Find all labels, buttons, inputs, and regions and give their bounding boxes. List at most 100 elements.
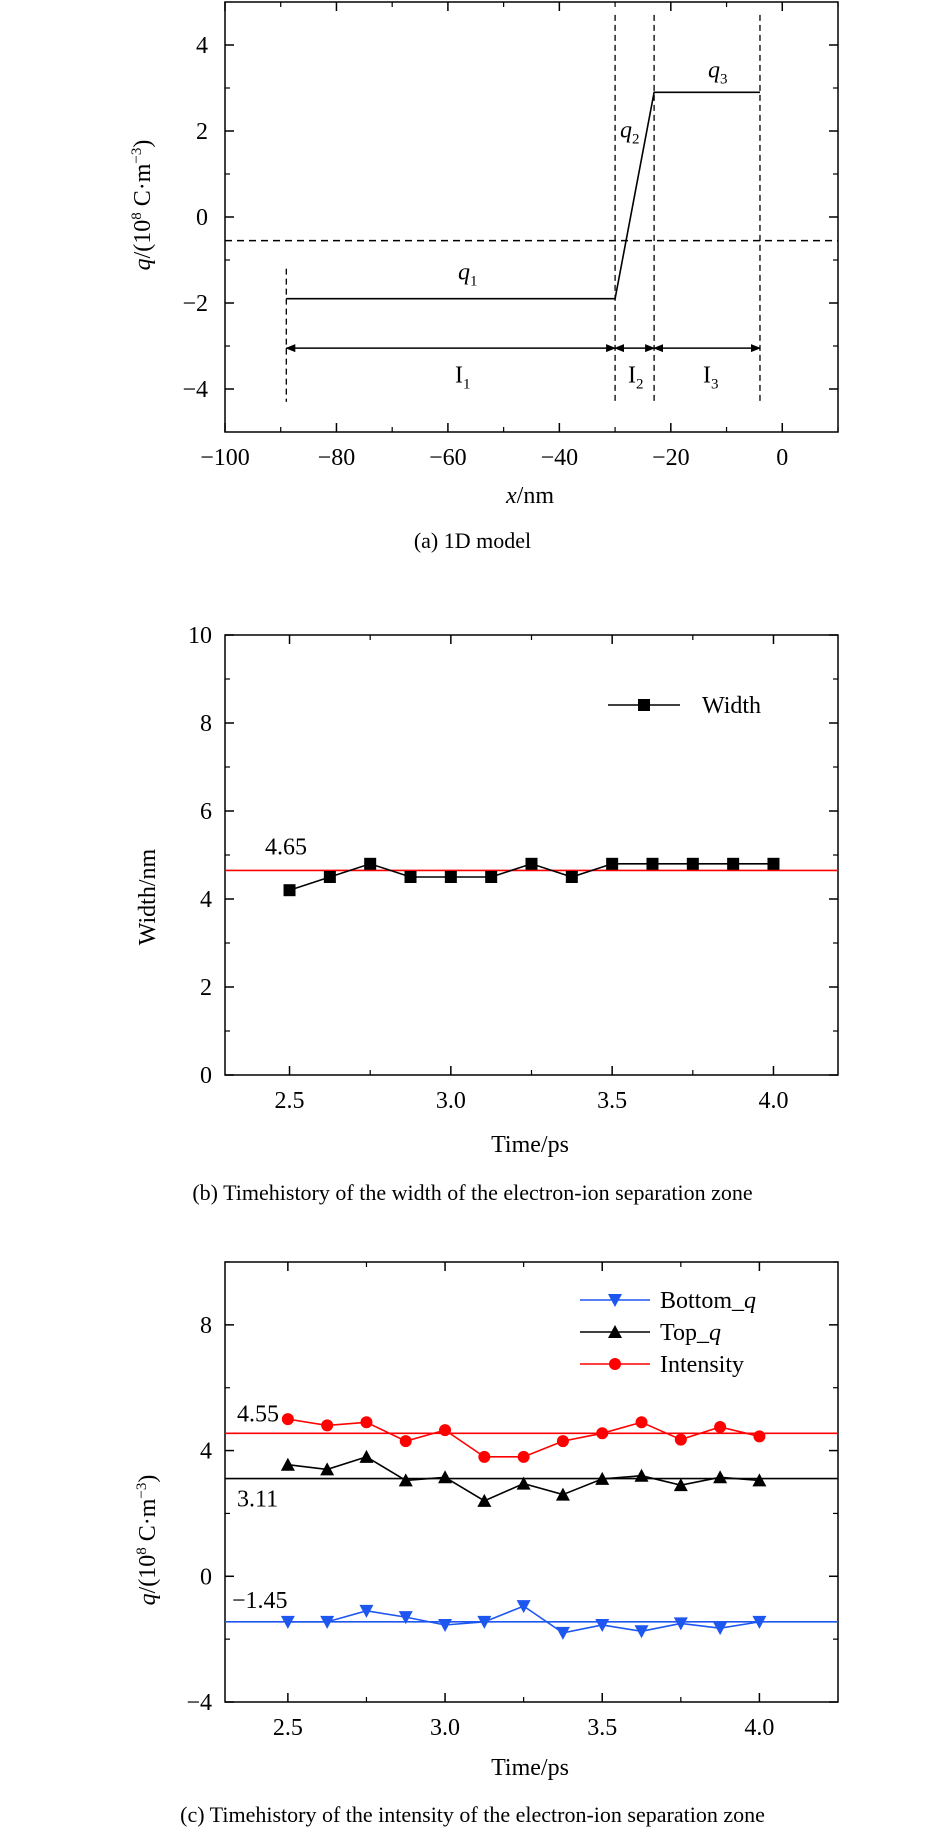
top-q-series-point bbox=[713, 1470, 728, 1484]
bottom-q-series-point bbox=[713, 1622, 728, 1636]
top-q-series-point bbox=[516, 1476, 531, 1490]
intensity-series-point bbox=[714, 1421, 727, 1433]
y-tick-label: 6 bbox=[200, 799, 212, 825]
y-axis-title: Width/nm bbox=[135, 848, 161, 945]
top-q-series-point bbox=[320, 1462, 335, 1476]
caption-b: (b) Timehistory of the width of the elec… bbox=[192, 1180, 753, 1205]
region-label-I1: I1 bbox=[455, 363, 471, 393]
chart-c: 2.5 3.0 3.5 4.0 −4 0 4 8 4.55 3.11 −1.45 Bottom_q To… bbox=[134, 1261, 839, 1781]
bottom-q-series-point bbox=[595, 1619, 610, 1632]
y-tick-label: 8 bbox=[200, 711, 212, 737]
width-series-point bbox=[364, 857, 377, 870]
legend-marker-top-q bbox=[608, 1325, 622, 1338]
top-q-series-point bbox=[398, 1473, 413, 1487]
top-q-series-point bbox=[634, 1468, 649, 1482]
segment-label-q2: q2 bbox=[620, 117, 640, 147]
y-tick-label: 0 bbox=[200, 1564, 212, 1590]
mean-label-width: 4.65 bbox=[265, 834, 307, 860]
intensity-series-point bbox=[281, 1413, 294, 1426]
intensity-series-point bbox=[478, 1450, 491, 1463]
x-axis-title: Time/ps bbox=[491, 1132, 569, 1158]
top-q-series-point bbox=[477, 1493, 492, 1507]
intensity-series-point bbox=[674, 1433, 687, 1446]
intensity-series-point bbox=[517, 1450, 530, 1463]
width-series-point bbox=[283, 884, 296, 897]
top-q-series-point bbox=[280, 1457, 295, 1471]
x-tick-label: −20 bbox=[652, 445, 690, 471]
intensity-series-point bbox=[360, 1416, 373, 1429]
y-tick-label: 2 bbox=[200, 975, 212, 1001]
bottom-q-series-point bbox=[673, 1617, 688, 1631]
bottom-q-series-point bbox=[555, 1626, 570, 1640]
x-tick-label: 4.0 bbox=[744, 1715, 774, 1741]
top-q-series-point bbox=[438, 1470, 453, 1484]
plot-frame bbox=[224, 1261, 839, 1703]
legend-marker-width bbox=[638, 699, 650, 711]
legend-label-bottom-q: Bottom_q bbox=[660, 1288, 756, 1314]
width-series-point bbox=[767, 857, 780, 870]
chart-a: −100 −80 −60 −40 −20 0 4 2 0 −2 −4 q1 q2 q3 I1 I2 I3 x/n… bbox=[129, 1, 839, 509]
mean-label-bottom-q: −1.45 bbox=[232, 1588, 288, 1614]
top-q-series-point bbox=[673, 1478, 688, 1492]
y-axis-title: q/(108 C·m−3) bbox=[129, 140, 156, 271]
width-series-point bbox=[727, 857, 740, 870]
x-tick-label: 3.0 bbox=[436, 1088, 466, 1114]
intensity-series-point bbox=[439, 1424, 452, 1437]
intensity-series-point bbox=[556, 1435, 569, 1448]
y-tick-label: 0 bbox=[196, 205, 208, 231]
legend-label-width: Width bbox=[702, 693, 761, 719]
width-series-point bbox=[525, 857, 538, 870]
x-axis-title: Time/ps bbox=[491, 1755, 569, 1781]
width-series-point bbox=[404, 871, 417, 883]
width-series-point bbox=[646, 857, 659, 870]
x-tick-label: 4.0 bbox=[758, 1088, 788, 1114]
mean-label-top-q: 3.11 bbox=[237, 1487, 278, 1513]
x-tick-label: 3.5 bbox=[597, 1088, 627, 1114]
legend-label-top-q: Top_q bbox=[660, 1320, 721, 1346]
x-tick-label: 0 bbox=[776, 445, 788, 471]
charge-profile-line bbox=[286, 91, 760, 300]
y-tick-label: 10 bbox=[188, 623, 212, 649]
y-tick-label: 2 bbox=[196, 119, 208, 145]
width-series-point bbox=[323, 871, 336, 883]
y-tick-label: 4 bbox=[196, 33, 208, 59]
bottom-q-series-point bbox=[320, 1615, 335, 1629]
width-series-point bbox=[686, 857, 699, 870]
bottom-q-series-point bbox=[280, 1615, 295, 1629]
top-q-series-point bbox=[752, 1473, 767, 1487]
x-axis-title: x/nm bbox=[505, 483, 554, 509]
x-tick-label: −100 bbox=[200, 445, 250, 471]
segment-label-q1: q1 bbox=[458, 259, 478, 289]
panel-a-1d-model: −100 −80 −60 −40 −20 0 4 2 0 −2 −4 q1 q2 q3 I1 I2 I3 x/n… bbox=[0, 0, 945, 580]
y-tick-label: 4 bbox=[200, 1439, 212, 1465]
width-series-point bbox=[444, 871, 457, 883]
bottom-q-series-point bbox=[398, 1611, 413, 1625]
bottom-q-series-point bbox=[634, 1625, 649, 1639]
panel-b-width: 2.5 3.0 3.5 4.0 0 2 4 6 8 10 4.65 Width Time/ps Wid… bbox=[0, 580, 945, 1220]
top-q-series-point bbox=[359, 1449, 374, 1463]
bottom-q-series-point bbox=[752, 1615, 767, 1629]
legend-marker-intensity bbox=[609, 1358, 621, 1370]
legend-marker-bottom-q bbox=[608, 1294, 622, 1307]
region-label-I3: I3 bbox=[703, 363, 719, 393]
x-tick-label: −60 bbox=[429, 445, 467, 471]
x-tick-label: 3.0 bbox=[430, 1715, 460, 1741]
plot-frame bbox=[224, 1, 839, 433]
caption-c: (c) Timehistory of the intensity of the … bbox=[180, 1802, 765, 1827]
panel-c-intensity: 2.5 3.0 3.5 4.0 −4 0 4 8 4.55 3.11 −1.45 Bottom_q To… bbox=[0, 1220, 945, 1837]
y-tick-label: 8 bbox=[200, 1313, 212, 1339]
bottom-q-series-point bbox=[516, 1600, 531, 1614]
y-tick-label: −2 bbox=[182, 291, 208, 317]
segment-label-q3: q3 bbox=[708, 57, 728, 87]
x-tick-label: −80 bbox=[318, 445, 356, 471]
bottom-q-series-point bbox=[359, 1604, 374, 1618]
bottom-q-series-point bbox=[438, 1619, 453, 1632]
region-label-I2: I2 bbox=[628, 363, 644, 393]
intensity-series-point bbox=[321, 1419, 334, 1432]
width-series-point bbox=[565, 871, 578, 883]
width-series-point bbox=[606, 857, 619, 870]
y-tick-label: 4 bbox=[200, 887, 212, 913]
intensity-series-point bbox=[399, 1435, 412, 1448]
x-tick-label: 2.5 bbox=[273, 1715, 303, 1741]
y-tick-label: −4 bbox=[186, 1690, 212, 1716]
